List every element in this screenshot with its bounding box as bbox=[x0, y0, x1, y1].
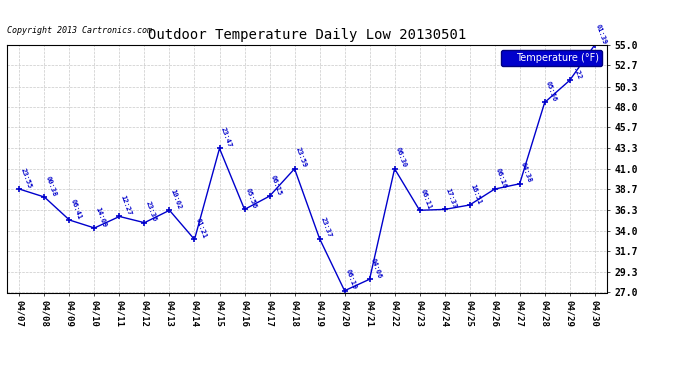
Text: 17:37: 17:37 bbox=[444, 188, 457, 209]
Text: 23:37: 23:37 bbox=[319, 216, 333, 238]
Legend: Temperature (°F): Temperature (°F) bbox=[501, 50, 602, 66]
Text: 23:47: 23:47 bbox=[219, 126, 233, 148]
Text: 03:22: 03:22 bbox=[570, 58, 582, 80]
Text: 23:36: 23:36 bbox=[144, 201, 157, 223]
Text: 06:16: 06:16 bbox=[495, 167, 508, 189]
Text: 14:09: 14:09 bbox=[95, 206, 108, 228]
Text: 06:41: 06:41 bbox=[70, 198, 82, 220]
Text: 06:19: 06:19 bbox=[344, 269, 357, 291]
Text: 05:56: 05:56 bbox=[544, 80, 558, 102]
Text: 05:56: 05:56 bbox=[244, 188, 257, 209]
Text: 16:51: 16:51 bbox=[470, 183, 482, 205]
Text: 00:38: 00:38 bbox=[44, 175, 57, 197]
Text: 01:39: 01:39 bbox=[595, 23, 608, 45]
Text: 06:30: 06:30 bbox=[395, 147, 408, 169]
Text: 04:06: 04:06 bbox=[370, 257, 382, 279]
Text: 04:38: 04:38 bbox=[520, 162, 533, 184]
Text: 12:27: 12:27 bbox=[119, 195, 132, 216]
Text: 23:55: 23:55 bbox=[19, 167, 32, 189]
Text: 23:59: 23:59 bbox=[295, 147, 308, 169]
Text: Copyright 2013 Cartronics.com: Copyright 2013 Cartronics.com bbox=[7, 26, 152, 35]
Text: 06:11: 06:11 bbox=[420, 188, 433, 210]
Text: 06:15: 06:15 bbox=[270, 174, 282, 196]
Title: Outdoor Temperature Daily Low 20130501: Outdoor Temperature Daily Low 20130501 bbox=[148, 28, 466, 42]
Text: 01:21: 01:21 bbox=[195, 217, 208, 240]
Text: 10:02: 10:02 bbox=[170, 188, 182, 210]
